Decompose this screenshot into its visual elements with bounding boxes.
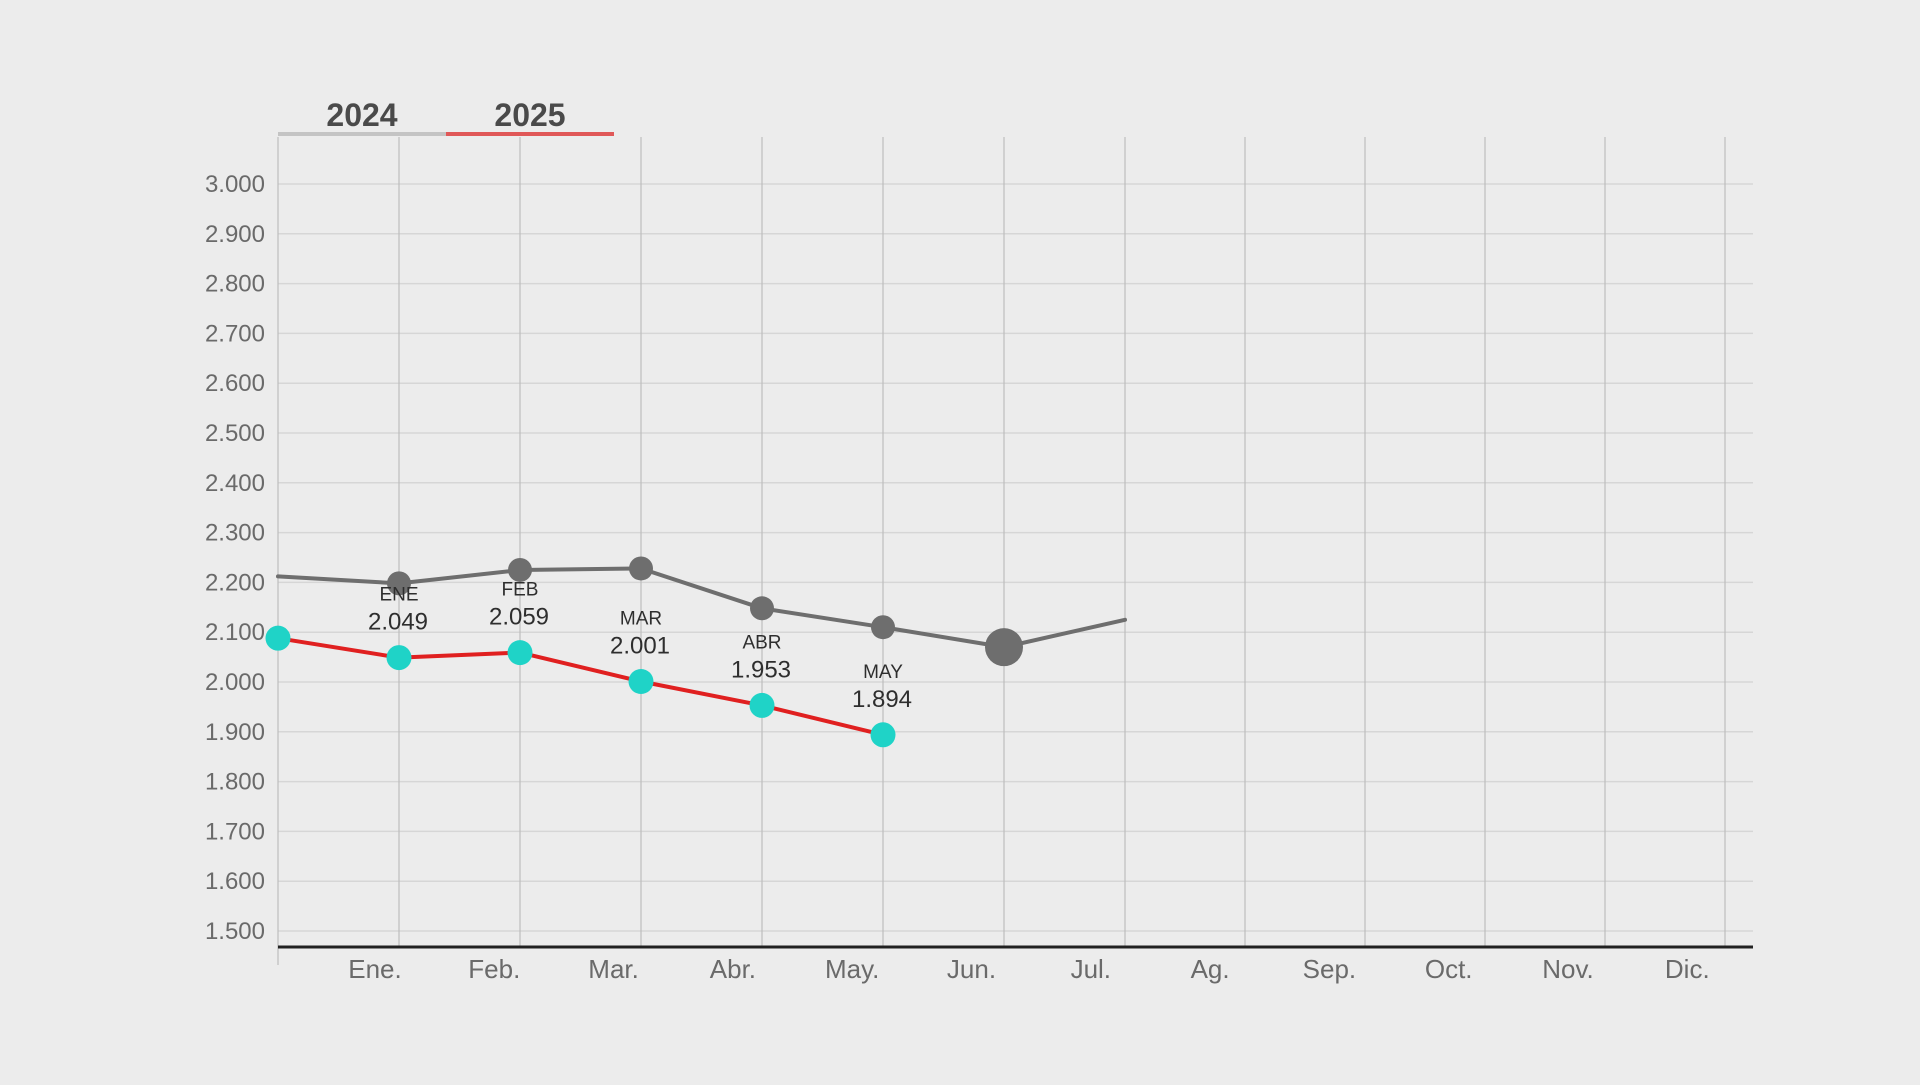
data-label-value: 2.059 bbox=[489, 604, 549, 631]
data-point-2025 bbox=[628, 669, 654, 695]
data-label-value: 1.953 bbox=[731, 656, 791, 683]
data-label-month: FEB bbox=[502, 580, 539, 601]
y-tick-label: 2.000 bbox=[205, 669, 265, 696]
data-label-value: 2.049 bbox=[368, 609, 428, 636]
series-line-2025 bbox=[276, 636, 885, 737]
data-label-value: 2.001 bbox=[610, 633, 670, 660]
x-tick-label: Nov. bbox=[1542, 954, 1594, 984]
data-point-2024 bbox=[387, 571, 411, 596]
y-tick-label: 2.600 bbox=[205, 370, 265, 397]
data-point-2024 bbox=[629, 556, 653, 581]
data-point-2024 bbox=[750, 596, 774, 621]
data-point-2024 bbox=[871, 615, 895, 640]
y-tick-label: 2.900 bbox=[205, 221, 265, 248]
data-label-layer: ENE 2.049 FEB 2.059 MAR 2.001 ABR 1.953 MAY 1.894 bbox=[368, 580, 912, 713]
data-label-month: MAY bbox=[863, 662, 903, 683]
x-tick-label: Feb. bbox=[468, 954, 520, 984]
y-tick-label: 2.200 bbox=[205, 569, 265, 596]
series-line-2024 bbox=[276, 566, 1127, 650]
data-label-month: MAR bbox=[620, 609, 662, 630]
series-layer bbox=[265, 556, 1127, 748]
y-tick-label: 1.900 bbox=[205, 719, 265, 746]
data-label-value: 1.894 bbox=[852, 686, 912, 713]
x-tick-label: Sep. bbox=[1303, 954, 1357, 984]
y-tick-label: 2.800 bbox=[205, 271, 265, 298]
x-tick-label: Jun. bbox=[947, 954, 996, 984]
axis-layer: 3.000 2.900 2.800 2.700 2.600 2.500 2.400 2.300… bbox=[205, 171, 1753, 984]
y-tick-label: 1.600 bbox=[205, 868, 265, 895]
y-tick-label: 1.700 bbox=[205, 818, 265, 845]
data-point-2024 bbox=[508, 557, 532, 582]
x-tick-label: Ag. bbox=[1191, 954, 1230, 984]
legend-label-2024: 2024 bbox=[326, 97, 397, 133]
legend-bar-2024 bbox=[278, 132, 446, 136]
x-tick-label: Dic. bbox=[1665, 954, 1710, 984]
x-tick-label: Abr. bbox=[710, 954, 756, 984]
data-point-2025 bbox=[265, 625, 291, 651]
y-tick-label: 2.100 bbox=[205, 619, 265, 646]
data-label-month: ENE bbox=[379, 585, 418, 606]
legend-label-2025: 2025 bbox=[494, 97, 565, 133]
data-point-2025 bbox=[870, 722, 896, 748]
y-tick-label: 2.500 bbox=[205, 420, 265, 447]
x-tick-label: Mar. bbox=[588, 954, 639, 984]
grid-layer bbox=[277, 137, 1753, 965]
data-point-2025 bbox=[507, 640, 533, 666]
x-tick-label: May. bbox=[825, 954, 879, 984]
y-tick-label: 2.300 bbox=[205, 520, 265, 547]
x-tick-label: Ene. bbox=[348, 954, 402, 984]
data-point-2025 bbox=[749, 692, 775, 718]
x-tick-label: Jul. bbox=[1071, 954, 1111, 984]
legend: 2024 2025 bbox=[278, 97, 614, 136]
y-tick-label: 3.000 bbox=[205, 171, 265, 198]
y-tick-label: 1.800 bbox=[205, 769, 265, 796]
legend-bar-2025 bbox=[446, 132, 614, 136]
y-tick-label: 2.400 bbox=[205, 470, 265, 497]
data-point-2024 bbox=[985, 628, 1023, 667]
y-tick-label: 2.700 bbox=[205, 320, 265, 347]
x-tick-label: Oct. bbox=[1425, 954, 1473, 984]
data-point-2025 bbox=[386, 645, 412, 671]
y-tick-label: 1.500 bbox=[205, 918, 265, 945]
data-label-month: ABR bbox=[742, 632, 781, 653]
